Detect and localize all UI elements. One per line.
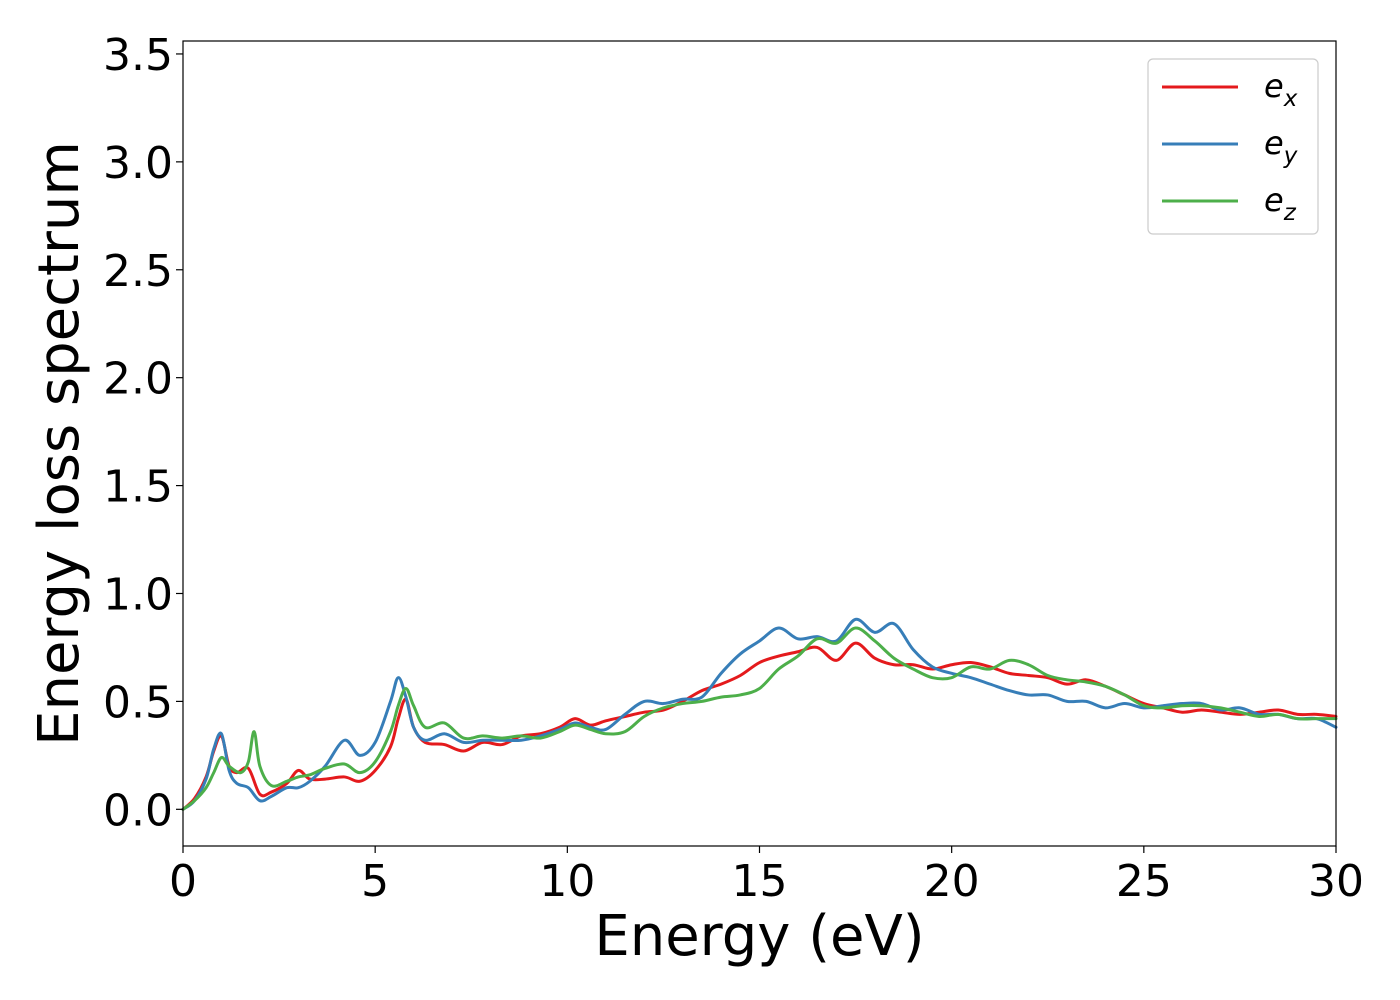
legend-label-ey: ey	[1264, 124, 1298, 169]
legend-label-ex: ex	[1264, 67, 1298, 112]
legend: ex ey ez	[1147, 58, 1319, 235]
y-tick-label: 2.5	[103, 246, 173, 297]
x-tick-label: 15	[732, 856, 788, 907]
plot-area	[183, 41, 1336, 846]
x-tick-label: 5	[361, 856, 389, 907]
x-tick-label: 0	[169, 856, 197, 907]
y-tick-label: 1.0	[103, 569, 173, 620]
y-axis: 0.0 0.5 1.0 1.5 2.0 2.5 3.0 3.5	[103, 30, 183, 836]
x-tick-label: 30	[1308, 856, 1364, 907]
series-line-ey	[181, 617, 1338, 811]
y-tick-label: 2.0	[103, 354, 173, 405]
x-tick-label: 10	[539, 856, 595, 907]
y-tick-label: 0.5	[103, 677, 173, 728]
legend-box	[1147, 58, 1319, 235]
x-axis: 0 5 10 15 20 25 30	[169, 846, 1364, 907]
legend-label-ez: ez	[1264, 181, 1297, 226]
series-line-ez	[181, 626, 1338, 811]
y-tick-label: 1.5	[103, 462, 173, 513]
y-tick-label: 3.5	[103, 30, 173, 81]
x-tick-label: 20	[924, 856, 980, 907]
series-layer	[181, 617, 1338, 811]
y-tick-label: 0.0	[103, 785, 173, 836]
y-axis-title: Energy loss spectrum	[27, 141, 92, 746]
x-tick-label: 25	[1116, 856, 1172, 907]
x-axis-title: Energy (eV)	[594, 904, 924, 969]
y-tick-label: 3.0	[103, 138, 173, 189]
